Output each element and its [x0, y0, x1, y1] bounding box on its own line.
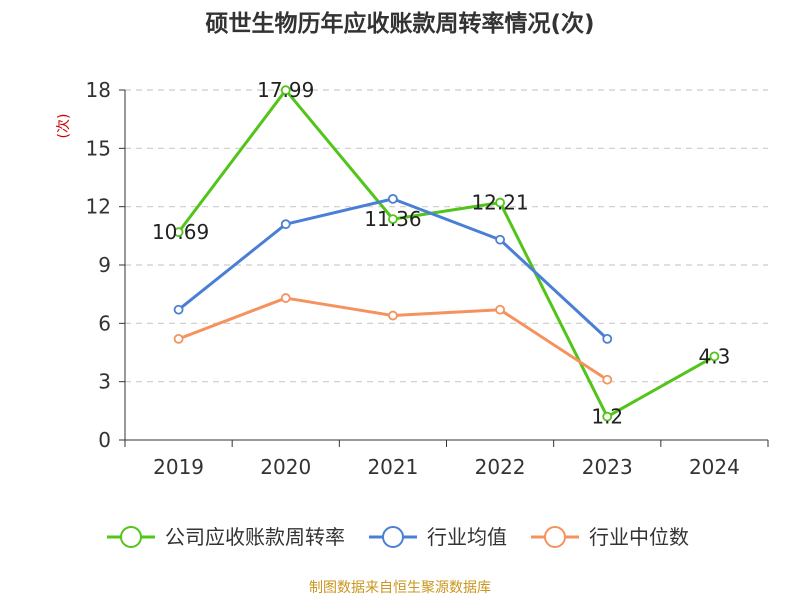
- data-point[interactable]: [709, 351, 720, 362]
- series-0: [173, 85, 720, 422]
- data-point[interactable]: [388, 310, 398, 321]
- series-2: [173, 293, 613, 385]
- axes: 0 3 6 9 12 15 18 2019 2020 2021 2022 2023 2024: [86, 78, 769, 479]
- data-point[interactable]: [173, 333, 184, 344]
- y-axis-label: (次): [56, 114, 72, 139]
- data-point[interactable]: [280, 85, 291, 96]
- data-point[interactable]: [388, 193, 398, 204]
- data-label: 1.2: [591, 405, 623, 429]
- y-tick-label: 12: [86, 195, 111, 219]
- data-point[interactable]: [495, 234, 505, 245]
- data-point[interactable]: [495, 304, 505, 315]
- data-point[interactable]: [602, 333, 613, 344]
- y-tick-label: 9: [98, 253, 111, 277]
- x-tick-label: 2021: [367, 455, 418, 479]
- data-point[interactable]: [280, 293, 291, 303]
- y-tick-label: 3: [98, 370, 111, 394]
- series-lines: [173, 85, 720, 422]
- x-tick-label: 2022: [475, 455, 526, 479]
- series-line: [177, 88, 716, 419]
- y-tick-label: 15: [86, 136, 111, 160]
- y-tick-label: 0: [98, 428, 111, 452]
- data-label: 4.3: [699, 344, 731, 368]
- x-tick-label: 2023: [582, 455, 633, 479]
- legend-item-0[interactable]: 公司应收账款周转率: [107, 525, 345, 549]
- legend[interactable]: 公司应收账款周转率 行业均值 行业中位数: [107, 525, 689, 549]
- source-note: 制图数据来自恒生聚源数据库: [309, 580, 491, 596]
- data-point[interactable]: [495, 197, 505, 208]
- grid-lines: [125, 89, 768, 383]
- data-point[interactable]: [280, 219, 291, 230]
- data-label: 10.69: [152, 220, 209, 244]
- legend-label: 行业中位数: [589, 525, 689, 549]
- data-point[interactable]: [388, 214, 398, 225]
- legend-label: 公司应收账款周转率: [165, 525, 345, 549]
- y-tick-label: 6: [98, 311, 111, 335]
- data-point[interactable]: [602, 374, 613, 385]
- data-label: 11.36: [364, 207, 421, 231]
- legend-label: 行业均值: [427, 525, 507, 549]
- x-tick-label: 2019: [153, 455, 204, 479]
- data-labels: 10.69 17.99 11.36 12.21 1.2 4.3: [152, 78, 730, 428]
- y-tick-label: 18: [86, 78, 111, 102]
- legend-marker: [382, 526, 404, 548]
- chart-title: 硕世生物历年应收账款周转率情况(次): [205, 11, 595, 37]
- data-label: 12.21: [471, 191, 528, 215]
- x-tick-label: 2020: [260, 455, 311, 479]
- data-point[interactable]: [602, 411, 613, 422]
- series-1: [173, 193, 613, 344]
- legend-marker: [544, 526, 566, 548]
- x-tick-label: 2024: [689, 455, 740, 479]
- series-line: [178, 296, 609, 381]
- legend-item-1[interactable]: 行业均值: [369, 525, 507, 549]
- data-label: 17.99: [257, 78, 314, 102]
- legend-marker: [120, 526, 142, 548]
- data-point[interactable]: [173, 304, 184, 315]
- data-point[interactable]: [173, 227, 184, 238]
- legend-item-2[interactable]: 行业中位数: [531, 525, 689, 549]
